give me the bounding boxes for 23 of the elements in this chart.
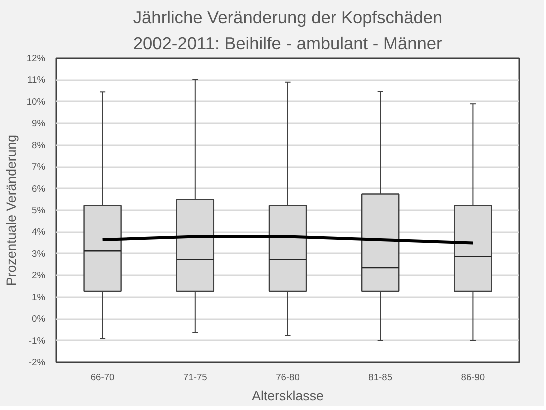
y-tick-label: 0% bbox=[32, 314, 46, 324]
y-axis-title: Prozentuale Veränderung bbox=[4, 134, 19, 286]
x-tick-label: 76-80 bbox=[276, 372, 300, 382]
y-tick-label: 10% bbox=[26, 96, 46, 107]
y-tick-label: -2% bbox=[28, 358, 46, 368]
chart-title: Jährliche Veränderung der Kopfschäden 2002-2011: Beihilfe - ambulant - Männer bbox=[133, 8, 443, 54]
x-tick-label: 66-70 bbox=[90, 372, 115, 382]
y-tick-label: 3% bbox=[32, 248, 46, 259]
y-tick-label: 8% bbox=[32, 140, 46, 150]
y-tick-label: -1% bbox=[28, 336, 46, 346]
x-tick-label: 81-85 bbox=[368, 372, 393, 382]
y-tick-label: 2% bbox=[32, 270, 46, 281]
y-tick-label: 6% bbox=[32, 184, 46, 194]
y-tick-label: 4% bbox=[32, 227, 46, 238]
x-axis-title: Altersklasse bbox=[252, 388, 324, 404]
y-tick-label: 12% bbox=[26, 54, 46, 64]
y-tick-label: 11% bbox=[28, 75, 46, 86]
y-tick-label: 7% bbox=[32, 162, 46, 172]
x-tick-label: 86-90 bbox=[461, 372, 486, 382]
y-tick-label: 5% bbox=[32, 206, 46, 216]
y-tick-label: 1% bbox=[32, 292, 46, 302]
y-tick-label: 9% bbox=[32, 118, 46, 129]
x-tick-label: 71-75 bbox=[183, 372, 208, 382]
